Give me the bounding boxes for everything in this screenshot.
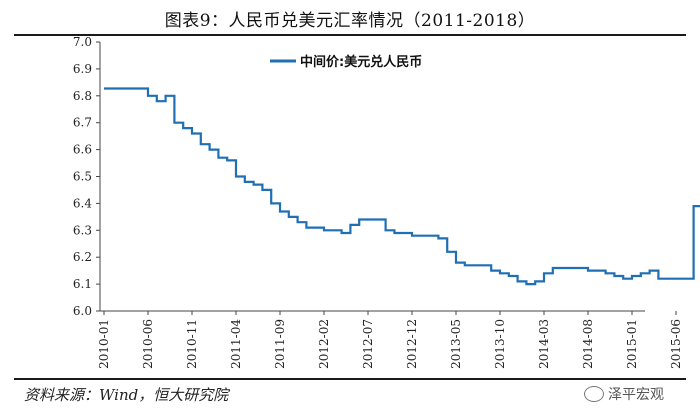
x-tick-label: 2012-07 — [361, 319, 375, 369]
x-tick-label: 2011-04 — [229, 319, 243, 369]
x-tick-label: 2013-10 — [493, 319, 507, 369]
x-tick-label: 2012-02 — [317, 319, 331, 369]
x-tick-label: 2013-05 — [449, 319, 463, 369]
legend-label: 中间价:美元兑人民币 — [300, 54, 422, 70]
y-tick-label: 6.3 — [73, 223, 92, 237]
y-tick-labels: 7.0 6.9 6.8 6.7 6.6 6.5 6.4 6.3 6.2 6.1 6.0 — [73, 35, 92, 318]
y-tick-label: 6.1 — [73, 277, 92, 291]
x-tick-label: 2014-03 — [537, 319, 551, 369]
x-tick-label: 2015-06 — [669, 319, 683, 369]
legend: 中间价:美元兑人民币 — [270, 54, 422, 70]
y-tick-label: 6.6 — [73, 143, 92, 157]
y-tick-label: 6.9 — [73, 62, 92, 76]
x-tick-label: 2014-08 — [581, 319, 595, 369]
x-tick-label: 2010-01 — [97, 319, 111, 369]
y-tick-label: 6.8 — [73, 89, 92, 103]
y-tick-label: 6.7 — [73, 116, 92, 130]
bottom-rule — [14, 378, 686, 380]
x-tick-label: 2011-09 — [273, 319, 287, 369]
x-tick-labels: 2010-01 2010-06 2010-11 2011-04 2011-09 2012-… — [97, 319, 683, 369]
y-tick-label: 6.5 — [73, 170, 92, 184]
top-rule — [14, 34, 686, 36]
x-tick-label: 2012-12 — [405, 319, 419, 369]
series-line — [104, 87, 700, 286]
y-tick-label: 6.4 — [73, 196, 92, 210]
series-layer — [104, 87, 700, 286]
chart-axes — [96, 41, 677, 315]
wechat-icon — [584, 386, 604, 402]
x-tick-label: 2010-06 — [141, 319, 155, 369]
y-tick-label: 6.0 — [73, 304, 92, 318]
watermark: 泽平宏观 — [584, 384, 664, 404]
x-tick-label: 2010-11 — [185, 319, 199, 369]
y-tick-label: 6.2 — [73, 250, 92, 264]
x-tick-label: 2015-01 — [625, 319, 639, 369]
source-note: 资料来源：Wind，恒大研究院 — [24, 386, 229, 404]
chart-title: 图表9：人民币兑美元汇率情况（2011-2018） — [164, 11, 536, 31]
watermark-text: 泽平宏观 — [608, 387, 664, 403]
y-tick-label: 7.0 — [73, 35, 92, 49]
